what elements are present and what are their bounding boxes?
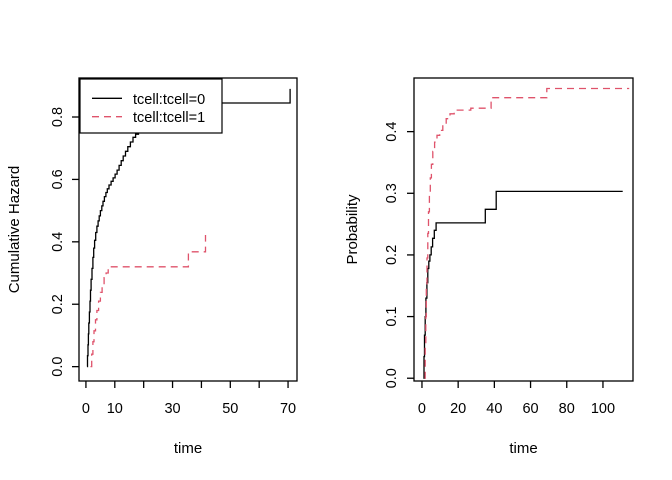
y-tick-label: 0.2 <box>384 245 400 265</box>
y-tick-label: 0.4 <box>50 232 66 252</box>
series-line-1 <box>90 235 207 368</box>
y-axis-title: Cumulative Hazard <box>6 166 23 294</box>
y-axis-title: Probability <box>344 194 361 265</box>
x-tick-label: 70 <box>280 401 296 417</box>
y-tick-label: 0.2 <box>50 294 66 314</box>
x-axis-title: time <box>509 440 537 457</box>
y-tick-label: 0.4 <box>384 122 400 142</box>
right-plot: 0 20 40 60 80 100 0.0 0.1 0.2 0.3 0.4 time Probabili… <box>344 77 634 457</box>
x-tick-label: 0 <box>82 401 90 417</box>
x-tick-label: 30 <box>164 401 180 417</box>
x-tick-label: 50 <box>222 401 238 417</box>
x-tick-label: 10 <box>107 401 123 417</box>
left-plot: 0 10 30 50 70 0.0 0.2 0.4 0.6 0.8 time Cumulative H… <box>6 77 298 457</box>
y-tick-label: 0.0 <box>50 357 66 377</box>
x-tick-label: 0 <box>418 401 426 417</box>
y-tick-label: 0.3 <box>384 183 400 203</box>
y-tick-label: 0.8 <box>50 107 66 127</box>
legend-box <box>79 78 223 134</box>
x-tick-label: 60 <box>522 401 538 417</box>
series-line-0 <box>423 190 623 379</box>
plot-box <box>78 77 298 382</box>
x-tick-label: 80 <box>559 401 575 417</box>
legend-entry-label: tcell:tcell=1 <box>133 110 205 126</box>
legend-entry-label: tcell:tcell=0 <box>133 92 205 108</box>
y-tick-label: 0.0 <box>384 368 400 388</box>
legend: tcell:tcell=0 tcell:tcell=1 <box>79 78 223 134</box>
x-axis-title: time <box>174 440 202 457</box>
y-tick-label: 0.6 <box>50 169 66 189</box>
x-tick-label: 100 <box>591 401 615 417</box>
y-tick-label: 0.1 <box>384 306 400 326</box>
plot-box <box>413 77 634 382</box>
x-tick-label: 40 <box>486 401 502 417</box>
x-tick-label: 20 <box>450 401 466 417</box>
series-line-1 <box>424 87 630 379</box>
